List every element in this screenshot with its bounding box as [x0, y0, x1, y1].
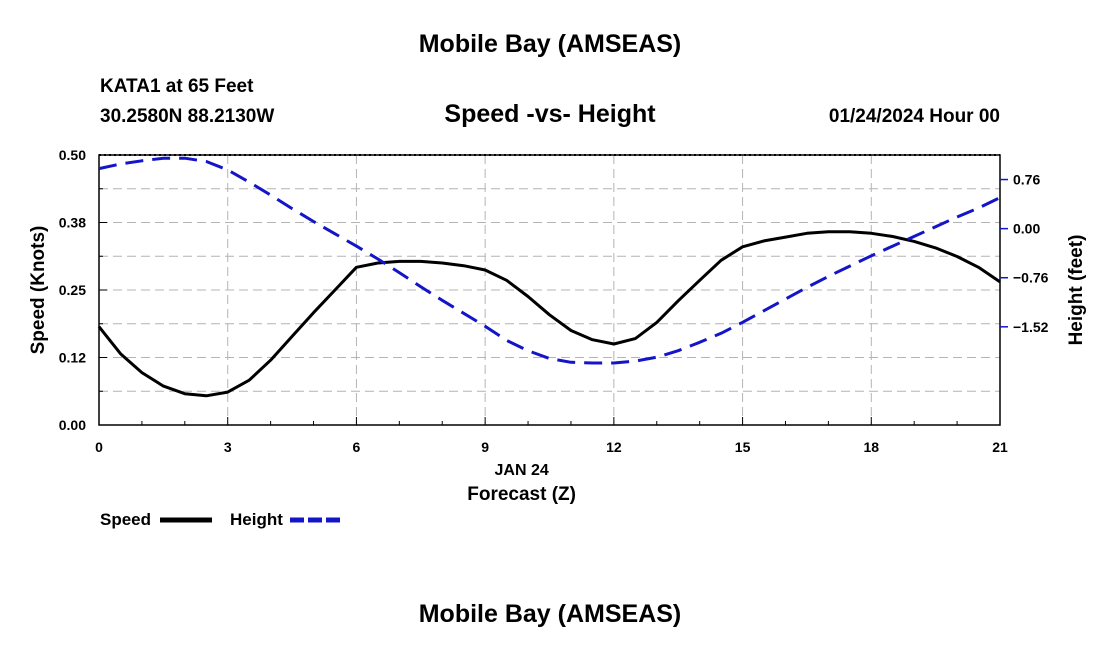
y-axis-label: Speed (Knots) [28, 226, 49, 355]
station-label: KATA1 at 65 Feet [100, 76, 254, 97]
y-tick-label: 0.00 [59, 417, 86, 433]
legend-label-height: Height [230, 510, 283, 529]
y2-tick-label: 0.00 [1013, 221, 1040, 237]
x-tick-label: 6 [353, 439, 361, 455]
x-tick-label: 21 [992, 439, 1008, 455]
chart-main-title: Mobile Bay (AMSEAS) [418, 30, 682, 58]
x-tick-label: 3 [224, 439, 232, 455]
y2-tick-label: 0.76 [1013, 172, 1040, 188]
x-tick-label: 18 [863, 439, 879, 455]
legend: Speed Height [100, 510, 342, 529]
x-date-label: JAN 24 [494, 462, 548, 479]
y-tick-label: 0.38 [59, 215, 86, 231]
y-tick-label: 0.25 [59, 282, 86, 298]
y2-tick-label: −1.52 [1013, 319, 1049, 335]
forecast-datetime: 01/24/2024 Hour 00 [828, 106, 1000, 127]
x-axis-label: Forecast (Z) [467, 484, 576, 505]
grid [99, 155, 1000, 425]
series-line-speed [97, 230, 1001, 398]
x-tick-label: 9 [481, 439, 489, 455]
chart-subtitle: Speed -vs- Height [444, 100, 656, 128]
legend-label-speed: Speed [100, 510, 151, 529]
y2-tick-label: −0.76 [1013, 270, 1049, 286]
y-tick-label: 0.12 [59, 350, 86, 366]
footer-title: Mobile Bay (AMSEAS) [418, 600, 682, 628]
station-coordinates: 30.2580N 88.2130W [100, 106, 275, 127]
x-tick-label: 15 [735, 439, 751, 455]
x-tick-label: 0 [95, 439, 103, 455]
series-line-height [98, 156, 1001, 365]
x-tick-label: 12 [606, 439, 622, 455]
y-tick-label: 0.50 [59, 147, 86, 163]
y2-axis-label: Height (feet) [1066, 235, 1087, 346]
